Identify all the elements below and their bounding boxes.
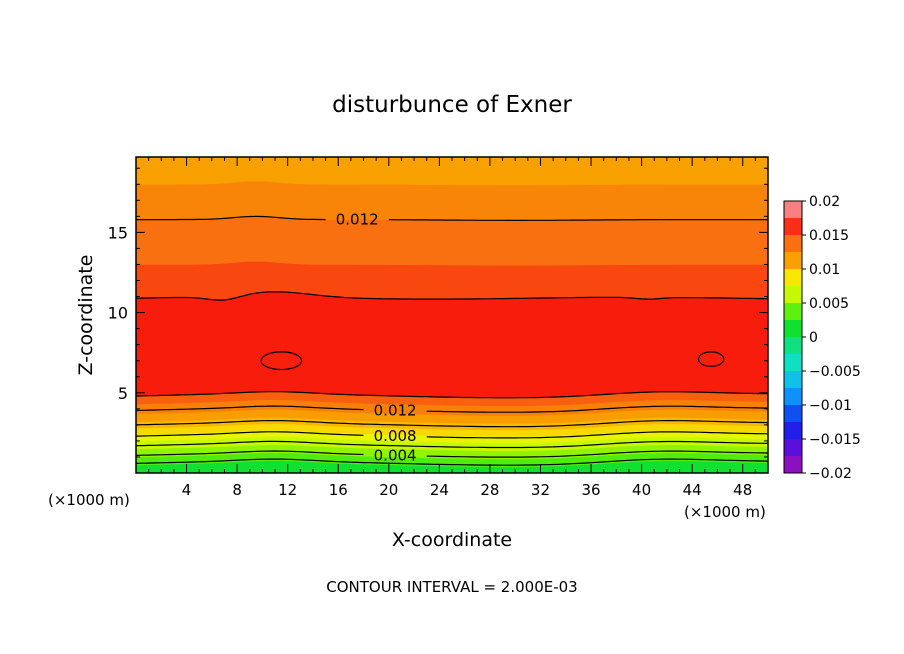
y-tick-label: 15 (108, 223, 128, 242)
x-axis-label: X-coordinate (392, 529, 512, 551)
x-axis-ticks: 4 8 12 16 20 24 28 32 36 40 44 48 (135, 157, 769, 499)
colorbar-swatch-10 (784, 286, 802, 303)
contour-line-5-seg-0 (136, 405, 364, 411)
contour-line-1-seg-1 (426, 450, 768, 458)
y-tick-label: 5 (118, 384, 128, 403)
contour-line-8-seg-1 (388, 219, 768, 221)
x-tick-label: 48 (733, 481, 752, 499)
colorbar-tick-label: 0.015 (809, 228, 849, 244)
chart-title: disturbunce of Exner (332, 92, 572, 118)
contour-label-3: 0.008 (374, 427, 417, 445)
colorbar-swatch-1 (784, 439, 802, 456)
contour-line-2-seg-0 (136, 440, 768, 449)
colorbar-swatch-13 (784, 235, 802, 252)
field-band-12 (136, 216, 768, 266)
colorbar-swatch-3 (784, 405, 802, 422)
x-tick-label: 44 (683, 481, 702, 499)
contour-line-8-seg-0 (136, 215, 326, 221)
x-tick-label: 8 (232, 481, 242, 499)
contour-lines (136, 215, 768, 466)
field-band-13 (136, 180, 768, 221)
closed-contour-0 (260, 351, 303, 371)
colorbar-swatch-9 (784, 303, 802, 320)
colorbar-tick-label: 0.01 (809, 262, 840, 278)
colorbar-tick-label: −0.02 (809, 466, 852, 482)
contour-line-4-seg-0 (136, 420, 768, 428)
x-unit-right: (×1000 m) (684, 503, 766, 521)
y-tick-label: 10 (108, 304, 128, 323)
x-tick-label: 20 (379, 481, 398, 499)
contour-line-7-seg-0 (136, 291, 768, 301)
contour-line-5-seg-1 (426, 405, 768, 413)
y-axis-ticks: 5 10 15 (108, 167, 768, 458)
x-tick-label: 24 (430, 481, 449, 499)
colorbar-swatch-7 (784, 337, 802, 354)
closed-contour-1 (697, 351, 725, 367)
x-tick-label: 32 (531, 481, 550, 499)
colorbar-swatch-14 (784, 218, 802, 235)
colorbar-swatch-0 (784, 456, 802, 473)
field-band-11 (136, 260, 768, 301)
colorbar-swatch-11 (784, 269, 802, 286)
colorbar-swatch-6 (784, 354, 802, 371)
contour-line-0-seg-0 (136, 458, 768, 466)
colorbar-tick-label: −0.005 (809, 364, 861, 380)
contour-label-8: 0.012 (336, 211, 379, 229)
colorbar: 0.02 0.015 0.01 0.005 0 −0.005 −0.01 −0.015 −0.0… (783, 194, 861, 482)
x-tick-label: 16 (329, 481, 348, 499)
contour-field (136, 157, 768, 473)
x-tick-label: 36 (581, 481, 600, 499)
contour-line-3-seg-0 (136, 431, 364, 437)
colorbar-tick-label: 0.005 (809, 296, 849, 312)
colorbar-swatch-5 (784, 371, 802, 388)
x-unit-left: (×1000 m) (48, 491, 130, 509)
colorbar-swatch-4 (784, 388, 802, 405)
x-tick-label: 4 (182, 481, 192, 499)
y-axis-label: Z-coordinate (75, 255, 97, 376)
x-tick-label: 40 (632, 481, 651, 499)
colorbar-tick-label: −0.015 (809, 432, 861, 448)
colorbar-swatch-15 (784, 201, 802, 218)
colorbar-swatch-2 (784, 422, 802, 439)
x-tick-label: 28 (480, 481, 499, 499)
colorbar-tick-label: 0 (809, 330, 818, 346)
field-band-14 (136, 157, 768, 186)
contour-label-1: 0.004 (374, 446, 417, 464)
contour-label-5: 0.012 (374, 401, 417, 419)
field-band-10 (136, 291, 768, 399)
colorbar-swatch-12 (784, 252, 802, 269)
contour-interval-note: CONTOUR INTERVAL = 2.000E-03 (326, 578, 577, 596)
colorbar-tick-label: 0.02 (809, 194, 840, 210)
contour-line-6-seg-0 (136, 391, 768, 399)
contour-line-1-seg-0 (136, 450, 364, 456)
colorbar-tick-label: −0.01 (809, 398, 852, 414)
contour-line-3-seg-1 (426, 431, 768, 439)
colorbar-swatch-8 (784, 320, 802, 337)
x-tick-label: 12 (278, 481, 297, 499)
